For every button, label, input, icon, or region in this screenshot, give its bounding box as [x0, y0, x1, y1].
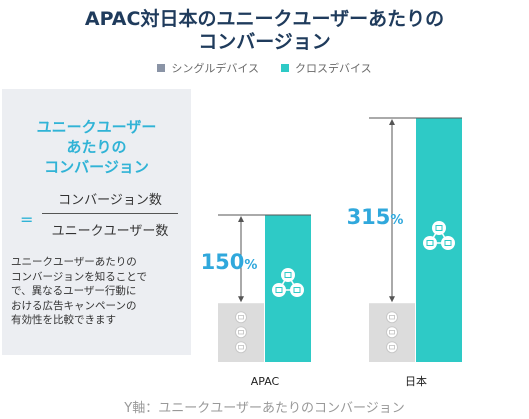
uplift-unit-1: %: [244, 258, 257, 273]
panel-heading-line-3: コンバージョン: [44, 158, 149, 176]
legend-swatch-cross: [281, 64, 289, 72]
cross-device-icon-2-node-glyph-3: [444, 240, 452, 246]
cross-device-icon-2-node-glyph-2: [426, 240, 434, 246]
panel-description-line-1: ユニークユーザーあたりの: [11, 256, 137, 268]
panel-description-line-4: おける広告キャンペーンの: [11, 299, 137, 312]
panel-description-line-3: で、異なるユーザー行動に: [11, 285, 137, 297]
formula-numerator: コンバージョン数: [58, 193, 162, 208]
panel-description-line-2: コンバージョンを知ることで: [11, 270, 147, 283]
legend-label-cross: クロスデバイス: [295, 62, 372, 75]
cross-device-icon-2-node-2: [423, 236, 437, 250]
cross-device-icon-1-node-3: [290, 283, 304, 298]
chart-title-line-1: APAC対日本のユニークユーザーあたりの: [84, 8, 445, 30]
cross-device-icon-1-node-glyph-1: [284, 272, 292, 279]
panel-description: ユニークユーザーあたりの コンバージョンを知ることで で、異なるユーザー行動に …: [11, 255, 187, 328]
formula-denominator: ユニークユーザー数: [51, 224, 169, 239]
single-device-icons-1-device-2: [235, 326, 247, 339]
single-device-icons-2-device-1: [386, 311, 398, 324]
single-device-icons-2-device-3: [386, 341, 398, 354]
x-tick-label-2: 日本: [405, 374, 427, 388]
panel-heading-line-2: あたりの: [66, 138, 127, 156]
single-device-icons-1-device-3: [235, 341, 247, 354]
x-tick-label-1: APAC: [251, 375, 280, 388]
cross-device-icon-1-node-glyph-2: [275, 287, 283, 294]
uplift-value-2: 315: [347, 205, 391, 229]
legend-item-cross: クロスデバイス: [281, 60, 372, 76]
cross-device-icon-1-node-glyph-3: [293, 287, 301, 294]
single-device-icons-1-device-1: [235, 311, 247, 324]
formula-panel: ユニークユーザー あたりの コンバージョン = コンバージョン数 ユニークユーザ…: [2, 89, 191, 355]
equals-sign: =: [20, 210, 34, 229]
uplift-arrow-up-2: [389, 119, 395, 125]
chart-title-line-2: コンバージョン: [198, 31, 331, 53]
cross-device-icon-2-node-3: [441, 236, 455, 250]
single-device-icons-2-device-glyph-2: [389, 330, 395, 335]
cross-device-icon-2-node-glyph-1: [435, 225, 443, 231]
panel-description-line-5: 有効性を比較できます: [11, 314, 116, 326]
uplift-arrow-up-1: [238, 216, 244, 223]
uplift-arrow-down-1: [238, 296, 244, 303]
fraction-bar: [42, 213, 178, 214]
single-device-icons-2-device-glyph-3: [389, 345, 395, 350]
legend-swatch-single: [157, 64, 166, 72]
cross-device-bar-1: [265, 215, 311, 362]
cross-device-icon-1-node-2: [272, 283, 286, 298]
single-device-icons-2-device-2: [386, 326, 398, 339]
single-device-icons-1-device-glyph-2: [238, 330, 244, 335]
panel-heading-line-1: ユニークユーザー: [36, 118, 157, 136]
panel-heading: ユニークユーザー あたりの コンバージョン: [2, 117, 191, 177]
legend-label-single: シングルデバイス: [171, 62, 259, 75]
single-device-icons-1-device-glyph-1: [238, 315, 244, 320]
uplift-value-1: 150: [201, 250, 245, 274]
legend-item-single: シングルデバイス: [157, 60, 259, 76]
uplift-label-2: 315%: [347, 205, 404, 229]
uplift-unit-2: %: [390, 213, 403, 228]
cross-device-bar-2: [416, 118, 462, 362]
single-device-icons-1-device-glyph-3: [238, 345, 244, 350]
cross-device-icon-1-node-1: [281, 268, 295, 283]
single-device-icons-2-device-glyph-1: [389, 315, 395, 320]
uplift-label-1: 150%: [201, 250, 258, 274]
y-axis-note: Y軸：ユニークユーザーあたりのコンバージョン: [124, 401, 405, 416]
uplift-arrow-down-2: [389, 296, 395, 303]
cross-device-icon-2-node-1: [432, 221, 446, 235]
legend: シングルデバイス クロスデバイス: [0, 60, 529, 76]
